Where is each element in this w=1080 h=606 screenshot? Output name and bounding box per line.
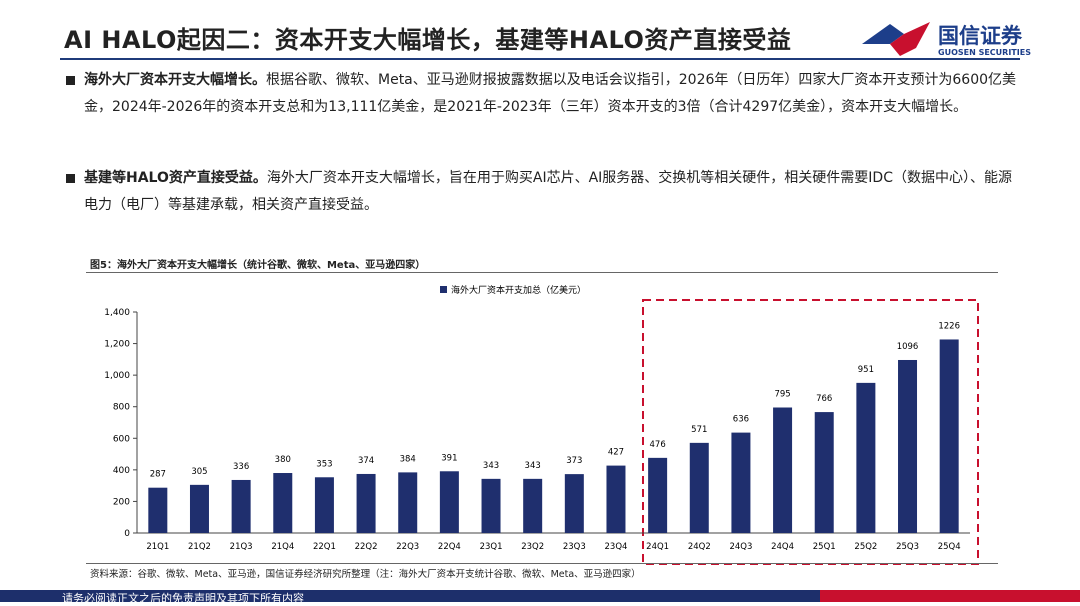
y-tick-label: 200 — [113, 497, 130, 507]
value-label: 343 — [483, 461, 499, 471]
x-tick-label: 25Q1 — [813, 542, 836, 552]
value-label: 343 — [525, 461, 541, 471]
value-label: 571 — [691, 425, 707, 435]
value-label: 1096 — [897, 342, 919, 352]
bar — [189, 484, 209, 533]
logo-mark — [862, 22, 930, 56]
y-tick-label: 1,000 — [104, 371, 130, 381]
x-tick-label: 24Q3 — [729, 542, 752, 552]
highlight-box — [642, 299, 979, 565]
x-tick-label: 23Q3 — [563, 542, 586, 552]
bar — [814, 412, 834, 533]
disclaimer: 请务必阅读正文之后的免责声明及其项下所有内容 — [62, 592, 304, 605]
bar — [856, 382, 876, 533]
bar — [689, 442, 709, 533]
value-label: 287 — [150, 470, 166, 480]
value-label: 391 — [441, 453, 457, 463]
bullet-lead: 海外大厂资本开支大幅增长。 — [84, 72, 266, 88]
x-tick-label: 21Q4 — [271, 542, 294, 552]
bar — [731, 432, 751, 533]
bar — [231, 479, 251, 533]
bar — [564, 474, 584, 533]
y-tick-label: 400 — [113, 466, 130, 476]
value-label: 380 — [275, 455, 291, 465]
bar — [648, 457, 668, 533]
x-tick-label: 24Q4 — [771, 542, 794, 552]
value-label: 373 — [566, 456, 582, 466]
bar — [481, 478, 501, 533]
x-tick-label: 21Q1 — [146, 542, 169, 552]
x-tick-label: 23Q2 — [521, 542, 544, 552]
y-tick-label: 0 — [124, 529, 130, 539]
y-tick-label: 800 — [113, 403, 130, 413]
x-tick-label: 25Q2 — [854, 542, 877, 552]
bar — [148, 487, 168, 533]
source-rule — [86, 563, 998, 564]
title-rule — [60, 58, 1020, 60]
y-tick-label: 600 — [113, 434, 130, 444]
value-label: 336 — [233, 462, 249, 472]
bullet: 海外大厂资本开支大幅增长。根据谷歌、微软、Meta、亚马逊财报披露数据以及电话会… — [64, 67, 1024, 121]
x-tick-label: 21Q2 — [188, 542, 211, 552]
value-label: 951 — [858, 365, 874, 375]
value-label: 374 — [358, 456, 374, 466]
value-label: 795 — [774, 390, 790, 400]
bullet: 基建等HALO资产直接受益。海外大厂资本开支大幅增长，旨在用于购买AI芯片、AI… — [64, 165, 1024, 219]
slide-title: AI HALO起因二：资本开支大幅增长，基建等HALO资产直接受益 — [64, 26, 792, 54]
x-tick-label: 24Q1 — [646, 542, 669, 552]
footer-accent — [820, 590, 1080, 602]
x-tick-label: 22Q1 — [313, 542, 336, 552]
bar — [773, 407, 793, 533]
source-note: 资料来源：谷歌、微软、Meta、亚马逊，国信证券经济研究所整理（注：海外大厂资本… — [90, 569, 641, 580]
bar — [939, 339, 959, 533]
caption-rule — [86, 272, 998, 273]
x-tick-label: 22Q3 — [396, 542, 419, 552]
bar — [439, 471, 459, 533]
x-tick-label: 23Q4 — [605, 542, 628, 552]
value-label: 636 — [733, 415, 749, 425]
bar — [314, 477, 334, 533]
value-label: 384 — [400, 454, 416, 464]
value-label: 305 — [191, 467, 207, 477]
logo-en: GUOSEN SECURITIES — [938, 48, 1031, 57]
legend-label: 海外大厂资本开支加总（亿美元） — [451, 284, 586, 296]
bar — [398, 472, 418, 533]
value-label: 353 — [316, 459, 332, 469]
bullet-text: 根据谷歌、微软、Meta、亚马逊财报披露数据以及电话会议指引，2026年（日历年… — [84, 72, 1017, 115]
x-tick-label: 23Q1 — [480, 542, 503, 552]
y-tick-label: 1,400 — [104, 308, 130, 318]
x-tick-label: 25Q3 — [896, 542, 919, 552]
value-label: 427 — [608, 448, 624, 458]
x-tick-label: 24Q2 — [688, 542, 711, 552]
figure-caption: 图5：海外大厂资本开支大幅增长（统计谷歌、微软、Meta、亚马逊四家） — [90, 260, 426, 271]
bar — [523, 478, 543, 533]
logo-cn: 国信证券 — [938, 24, 1022, 48]
x-tick-label: 22Q4 — [438, 542, 461, 552]
x-tick-label: 22Q2 — [355, 542, 378, 552]
value-label: 1226 — [938, 321, 960, 331]
bar — [898, 359, 918, 533]
bar — [273, 473, 293, 533]
y-tick-label: 1,200 — [104, 340, 130, 350]
bullet-lead: 基建等HALO资产直接受益。 — [84, 170, 267, 186]
legend-swatch — [440, 286, 447, 293]
value-label: 766 — [816, 394, 832, 404]
x-tick-label: 25Q4 — [938, 542, 961, 552]
bar — [356, 473, 376, 533]
value-label: 476 — [650, 440, 666, 450]
bar — [606, 465, 626, 533]
bullet-text: 海外大厂资本开支大幅增长，旨在用于购买AI芯片、AI服务器、交换机等相关硬件，相… — [84, 170, 1012, 213]
x-tick-label: 21Q3 — [230, 542, 253, 552]
footer-bar: 请务必阅读正文之后的免责声明及其项下所有内容 — [0, 590, 1080, 605]
